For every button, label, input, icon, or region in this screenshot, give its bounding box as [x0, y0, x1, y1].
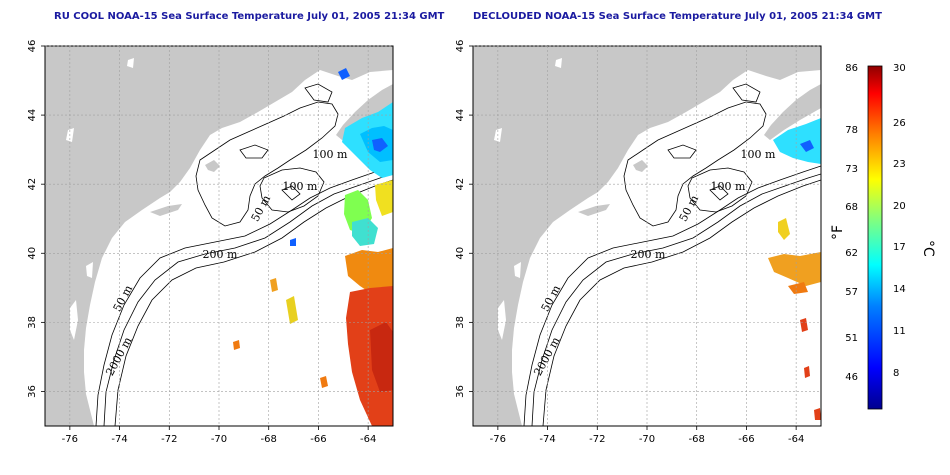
sst-patch-orange-se [788, 282, 808, 294]
celsius-tick-label: 23 [893, 159, 906, 170]
panel-title-rucool: RU COOL NOAA-15 Sea Surface Temperature … [54, 11, 445, 22]
lat-tick-label: 46 [455, 40, 466, 53]
lon-tick-label: -74 [539, 434, 555, 445]
lat-tick-label: 42 [455, 178, 466, 191]
contour-label: 100 m [711, 180, 746, 193]
celsius-tick-label: 17 [893, 242, 906, 253]
lat-tick-label: 36 [27, 385, 38, 398]
lon-tick-label: -70 [639, 434, 655, 445]
land-mass [473, 46, 821, 426]
lat-tick-label: 44 [455, 109, 466, 122]
inland-lake [555, 58, 562, 68]
sst-patch-darkred-se [370, 322, 393, 392]
sst-patch-yellow-east [375, 180, 393, 216]
sst-patch-yellow-mid [286, 296, 298, 324]
lon-tick-label: -76 [490, 434, 506, 445]
sst-data-points [768, 118, 821, 420]
chesapeake-bay [498, 300, 506, 340]
sst-patch-cyan-east [352, 218, 378, 246]
celsius-tick-label: 20 [893, 201, 906, 212]
cape-cod [205, 160, 220, 172]
contour-label: 100 m [313, 148, 348, 161]
chesapeake-bay [70, 300, 78, 340]
contour-label: 100 m [741, 148, 776, 161]
contour-label: 200 m [631, 248, 666, 261]
colorbar: °F °C 86 78 73 68 62 57 51 46 30 26 23 20 17 14 11 8 [830, 63, 936, 410]
lat-tick-label: 38 [455, 316, 466, 329]
inland-lake [127, 58, 134, 68]
sst-patch-orange-sw [233, 340, 240, 350]
lon-tick-label: -72 [161, 434, 177, 445]
delaware-bay [514, 262, 521, 278]
sst-data-points [233, 68, 393, 426]
celsius-tick-label: 26 [893, 118, 906, 129]
contour-label: 100 m [283, 180, 318, 193]
lon-tick-label: -66 [738, 434, 754, 445]
fahrenheit-tick-label: 73 [845, 164, 858, 175]
lat-tick-label: 40 [455, 247, 466, 260]
delaware-bay [86, 262, 93, 278]
sst-patch-blue-ne [372, 138, 388, 152]
lat-tick-label: 40 [27, 247, 38, 260]
fahrenheit-tick-label: 46 [845, 372, 858, 383]
lon-tick-label: -64 [788, 434, 804, 445]
fahrenheit-tick-label: 68 [845, 202, 858, 213]
sst-patch-blue-top [338, 68, 350, 80]
lon-tick-label: -64 [360, 434, 376, 445]
celsius-tick-label: 11 [893, 326, 906, 337]
lon-tick-label: -68 [689, 434, 705, 445]
lon-tick-label: -72 [589, 434, 605, 445]
fahrenheit-tick-label: 78 [845, 125, 858, 136]
nova-scotia [764, 84, 821, 140]
sst-patch-red-se [800, 318, 808, 332]
colorbar-gradient [867, 65, 883, 410]
fahrenheit-tick-label: 51 [845, 333, 858, 344]
long-island [150, 204, 182, 216]
lon-tick-label: -68 [261, 434, 277, 445]
lat-tick-label: 36 [455, 385, 466, 398]
contour-label: 200 m [203, 248, 238, 261]
sst-patch-red-s-2 [814, 408, 821, 420]
celsius-unit-label: °C [920, 240, 936, 257]
lon-tick-label: -76 [62, 434, 78, 445]
fahrenheit-unit-label: °F [830, 225, 846, 240]
long-island [578, 204, 610, 216]
sst-patch-orange-east [768, 252, 821, 286]
sst-patch-cyan-ne [773, 118, 821, 164]
sst-patch-yellow-east [778, 218, 790, 240]
lon-tick-label: -66 [310, 434, 326, 445]
celsius-tick-label: 30 [893, 63, 906, 74]
lat-tick-label: 44 [27, 109, 38, 122]
sst-patch-blue-ne [800, 140, 814, 152]
fahrenheit-tick-label: 57 [845, 287, 858, 298]
lat-tick-label: 46 [27, 40, 38, 53]
land-mass [45, 46, 393, 426]
lat-tick-label: 38 [27, 316, 38, 329]
celsius-tick-label: 14 [893, 284, 906, 295]
fahrenheit-tick-label: 62 [845, 248, 858, 259]
fahrenheit-tick-label: 86 [845, 63, 858, 74]
sst-patch-blue-center [290, 238, 296, 246]
celsius-tick-label: 8 [893, 368, 899, 379]
sst-patch-orange-s [320, 376, 328, 388]
panel-title-declouded: DECLOUDED NOAA-15 Sea Surface Temperatur… [473, 11, 882, 22]
lat-tick-label: 42 [27, 178, 38, 191]
sst-patch-orange-east [345, 248, 393, 296]
sst-patch-orange-mid [270, 278, 278, 292]
cape-cod [633, 160, 648, 172]
lon-tick-label: -74 [111, 434, 127, 445]
lon-tick-label: -70 [211, 434, 227, 445]
sst-patch-red-s [804, 366, 810, 378]
